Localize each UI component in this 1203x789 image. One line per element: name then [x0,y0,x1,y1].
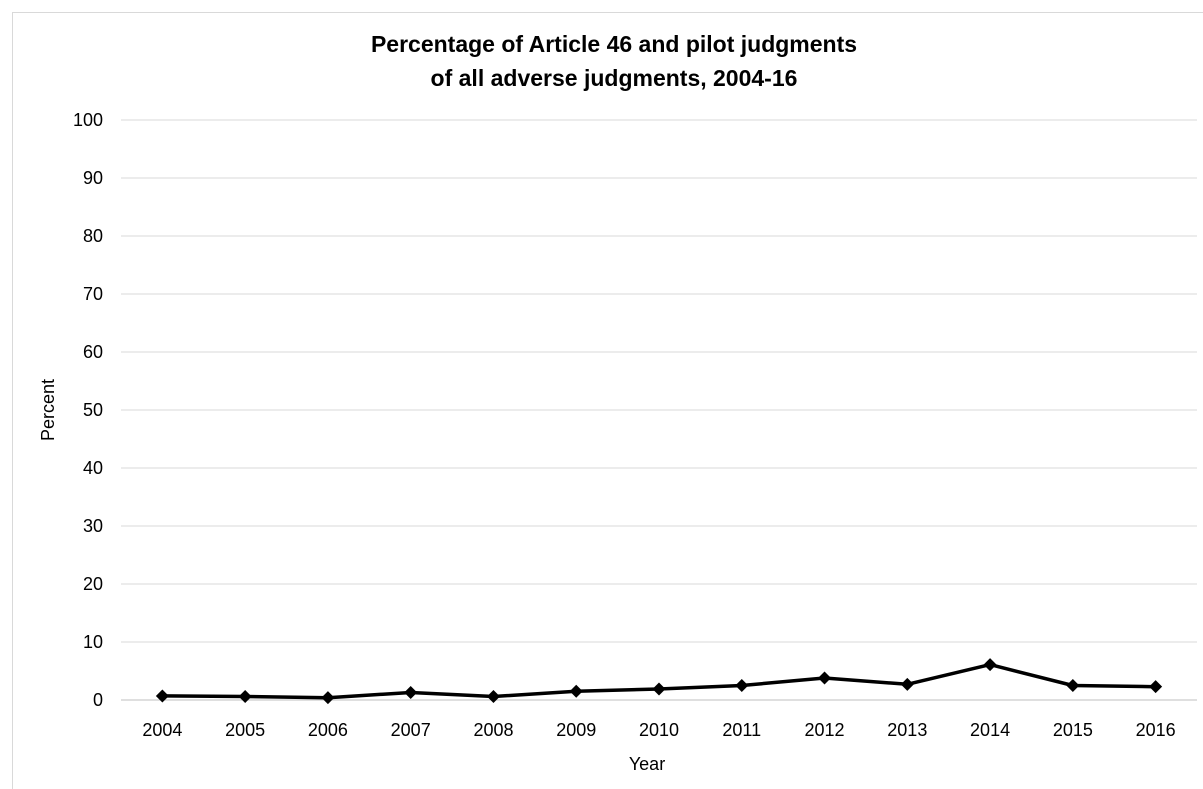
data-point-marker [321,691,335,705]
x-tick-label: 2011 [722,720,761,740]
data-point-marker [900,677,914,691]
y-tick-label: 40 [83,458,103,478]
y-tick-label: 70 [83,284,103,304]
x-axis-title: Year [629,754,665,774]
x-tick-label: 2007 [391,720,431,740]
x-tick-label: 2004 [142,720,182,740]
data-point-marker [486,690,500,704]
y-tick-label: 80 [83,226,103,246]
y-tick-label: 100 [73,110,103,130]
chart-title-line-2: of all adverse judgments, 2004-16 [431,65,798,91]
data-point-marker [818,671,832,685]
chart-title-line-1: Percentage of Article 46 and pilot judgm… [371,31,857,57]
x-tick-label: 2013 [887,720,927,740]
y-tick-label: 10 [83,632,103,652]
data-point-marker [983,658,997,672]
x-tick-label: 2006 [308,720,348,740]
x-tick-label: 2016 [1136,720,1176,740]
y-tick-label: 0 [93,690,103,710]
x-tick-label: 2012 [805,720,845,740]
gridlines [121,119,1197,701]
x-tick-label: 2008 [473,720,513,740]
data-point-marker [1149,680,1163,694]
x-axis-ticks: 2004 2005 2006 2007 2008 2009 2010 2011 2012 2013… [142,720,1175,740]
y-tick-label: 20 [83,574,103,594]
y-tick-label: 90 [83,168,103,188]
y-tick-label: 30 [83,516,103,536]
x-tick-label: 2015 [1053,720,1093,740]
data-point-marker [652,682,666,696]
data-point-marker [155,689,169,703]
data-point-marker [238,690,252,704]
x-tick-label: 2010 [639,720,679,740]
data-point-marker [569,684,583,698]
data-point-marker [1066,679,1080,692]
x-tick-label: 2014 [970,720,1010,740]
chart-frame [12,12,1203,789]
y-tick-label: 50 [83,400,103,420]
x-tick-label: 2009 [556,720,596,740]
x-tick-label: 2005 [225,720,265,740]
y-axis-title: Percent [38,379,58,441]
y-tick-label: 60 [83,342,103,362]
data-point-marker [735,679,749,692]
data-point-marker [404,685,418,699]
series-percentage [155,658,1163,705]
y-axis-ticks: 0 10 20 30 40 50 60 70 80 90 100 [73,110,103,710]
